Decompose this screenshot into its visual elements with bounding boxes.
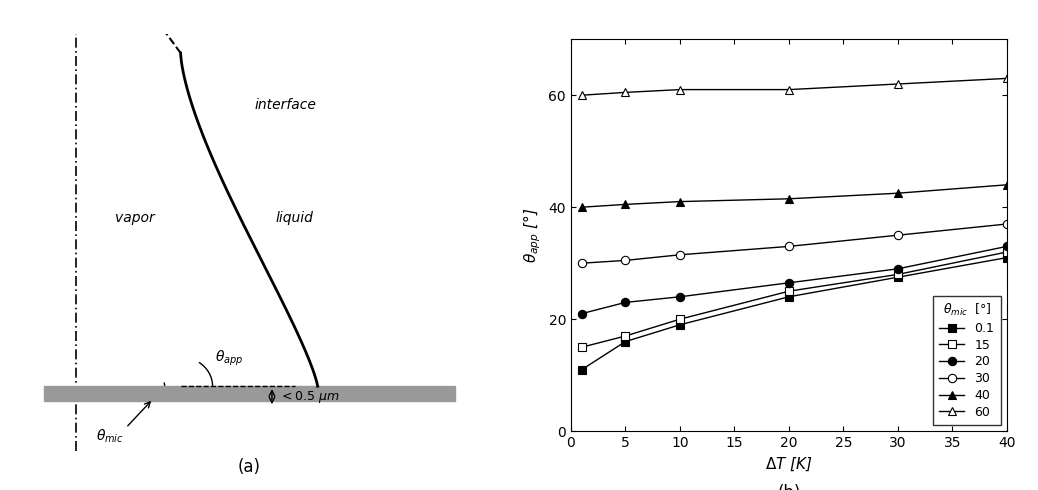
Text: vapor: vapor [115, 211, 155, 225]
Text: liquid: liquid [276, 211, 313, 225]
Text: $\theta_{mic}$: $\theta_{mic}$ [95, 427, 124, 445]
Text: $< 0.5\ \mu m$: $< 0.5\ \mu m$ [279, 389, 339, 405]
Text: (b): (b) [777, 484, 800, 490]
Bar [44, 386, 455, 401]
Text: $\theta_{app}$: $\theta_{app}$ [215, 348, 243, 368]
Text: interface: interface [254, 98, 317, 112]
Text: (a): (a) [238, 458, 261, 476]
X-axis label: $\Delta T$ [K]: $\Delta T$ [K] [765, 456, 813, 473]
Legend: 0.1, 15, 20, 30, 40, 60: 0.1, 15, 20, 30, 40, 60 [933, 296, 1001, 425]
Y-axis label: $\theta_{app}$ [°]: $\theta_{app}$ [°] [521, 207, 543, 263]
